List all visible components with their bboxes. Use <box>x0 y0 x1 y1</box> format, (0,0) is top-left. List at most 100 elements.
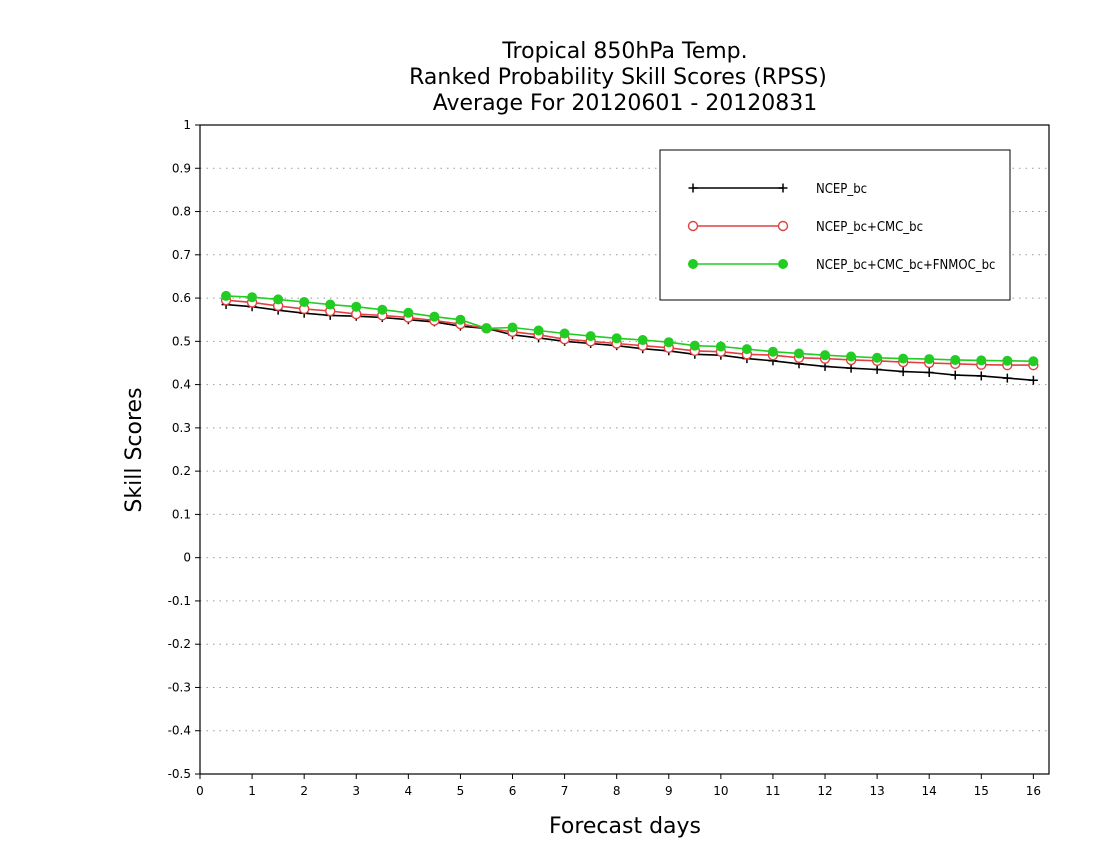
series-line <box>225 295 1034 362</box>
data-point <box>1028 375 1038 385</box>
legend-label: NCEP_bc <box>816 182 867 197</box>
x-tick-label: 14 <box>922 784 937 798</box>
x-tick-label: 9 <box>665 784 673 798</box>
data-point <box>325 299 336 310</box>
chart-title: Tropical 850hPa Temp. Ranked Probability… <box>409 39 827 116</box>
y-tick-label: -0.3 <box>168 680 191 694</box>
data-point <box>1028 356 1039 367</box>
data-point <box>793 348 804 359</box>
data-point <box>377 304 388 315</box>
data-point <box>924 367 934 377</box>
axis-ticks: -0.5 -0.4 -0.3 -0.2 -0.1 0 0.1 0.2 0.3 0.4 0.5 0.6 0… <box>168 118 1041 798</box>
title-line-3: Average For 20120601 - 20120831 <box>433 91 818 116</box>
series-2 <box>221 290 1039 367</box>
y-tick-label: 0.3 <box>172 421 191 435</box>
x-tick-label: 11 <box>765 784 780 798</box>
legend-marker-end <box>778 259 788 269</box>
data-point <box>846 363 856 373</box>
y-tick-label: 0 <box>183 551 191 565</box>
data-series <box>220 290 1039 385</box>
x-tick-label: 2 <box>300 784 308 798</box>
y-axis-label: Skill Scores <box>122 387 147 512</box>
legend-item-0: NCEP_bc <box>688 182 867 197</box>
data-point <box>507 322 518 333</box>
x-tick-label: 12 <box>817 784 832 798</box>
data-point <box>715 341 726 352</box>
legend-marker-start <box>687 220 699 232</box>
x-tick-label: 3 <box>352 784 360 798</box>
y-tick-label: 0.5 <box>172 334 191 348</box>
x-tick-label: 5 <box>457 784 465 798</box>
y-tick-label: 0.8 <box>172 205 191 219</box>
title-line-1: Tropical 850hPa Temp. <box>501 39 747 64</box>
data-point <box>429 311 440 322</box>
title-line-2: Ranked Probability Skill Scores (RPSS) <box>409 65 827 90</box>
series-line <box>225 299 1034 366</box>
legend-marker-start <box>688 183 698 193</box>
data-point <box>221 290 232 301</box>
data-point <box>663 337 674 348</box>
y-tick-label: 1 <box>183 118 191 132</box>
data-point <box>403 307 414 318</box>
data-point <box>351 301 362 312</box>
data-point <box>1002 373 1012 383</box>
data-point <box>976 371 986 381</box>
data-point <box>637 335 648 346</box>
data-point <box>299 296 310 307</box>
legend: NCEP_bc NCEP_bc+CMC_bc NCEP_bc+CMC_bc+FNMO… <box>659 149 1011 301</box>
x-tick-label: 1 <box>248 784 256 798</box>
data-point <box>872 352 883 363</box>
data-point <box>611 333 622 344</box>
data-point <box>767 346 778 357</box>
data-point <box>533 325 544 336</box>
y-tick-label: -0.4 <box>168 724 191 738</box>
y-tick-label: 0.9 <box>172 161 191 175</box>
data-point <box>950 354 961 365</box>
x-tick-label: 7 <box>561 784 569 798</box>
legend-item-1: NCEP_bc+CMC_bc <box>687 220 923 235</box>
x-tick-label: 6 <box>509 784 517 798</box>
data-point <box>273 294 284 305</box>
y-tick-label: 0.6 <box>172 291 191 305</box>
data-point <box>585 331 596 342</box>
x-tick-label: 0 <box>196 784 204 798</box>
data-point <box>872 364 882 374</box>
x-tick-label: 16 <box>1026 784 1041 798</box>
data-point <box>455 314 466 325</box>
legend-item-2: NCEP_bc+CMC_bc+FNMOC_bc <box>688 258 995 273</box>
y-tick-label: 0.4 <box>172 378 191 392</box>
legend-box <box>659 149 1011 301</box>
legend-marker-start <box>688 259 698 269</box>
legend-marker-end <box>778 183 788 193</box>
y-tick-label: -0.2 <box>168 637 191 651</box>
data-point <box>481 323 492 334</box>
y-tick-label: -0.5 <box>168 767 191 781</box>
data-point <box>247 292 258 303</box>
x-tick-label: 4 <box>405 784 413 798</box>
data-point <box>898 367 908 377</box>
legend-label: NCEP_bc+CMC_bc <box>816 220 923 235</box>
y-tick-label: 0.1 <box>172 507 191 521</box>
data-point <box>924 354 935 365</box>
legend-marker-end <box>777 220 789 232</box>
x-tick-label: 8 <box>613 784 621 798</box>
data-point <box>976 355 987 366</box>
data-point <box>1002 355 1013 366</box>
series-line <box>225 303 1034 382</box>
y-tick-label: 0.7 <box>172 248 191 262</box>
data-point <box>559 328 570 339</box>
data-point <box>846 351 857 362</box>
y-tick-label: 0.2 <box>172 464 191 478</box>
data-point <box>820 350 831 361</box>
x-tick-label: 13 <box>869 784 884 798</box>
data-point <box>741 344 752 355</box>
plot-area-frame <box>199 124 1050 775</box>
x-axis-label: Forecast days <box>549 814 701 839</box>
data-point <box>689 340 700 351</box>
legend-label: NCEP_bc+CMC_bc+FNMOC_bc <box>816 258 995 273</box>
x-tick-label: 15 <box>974 784 989 798</box>
x-tick-label: 10 <box>713 784 728 798</box>
data-point <box>898 353 909 364</box>
y-tick-label: -0.1 <box>168 594 191 608</box>
